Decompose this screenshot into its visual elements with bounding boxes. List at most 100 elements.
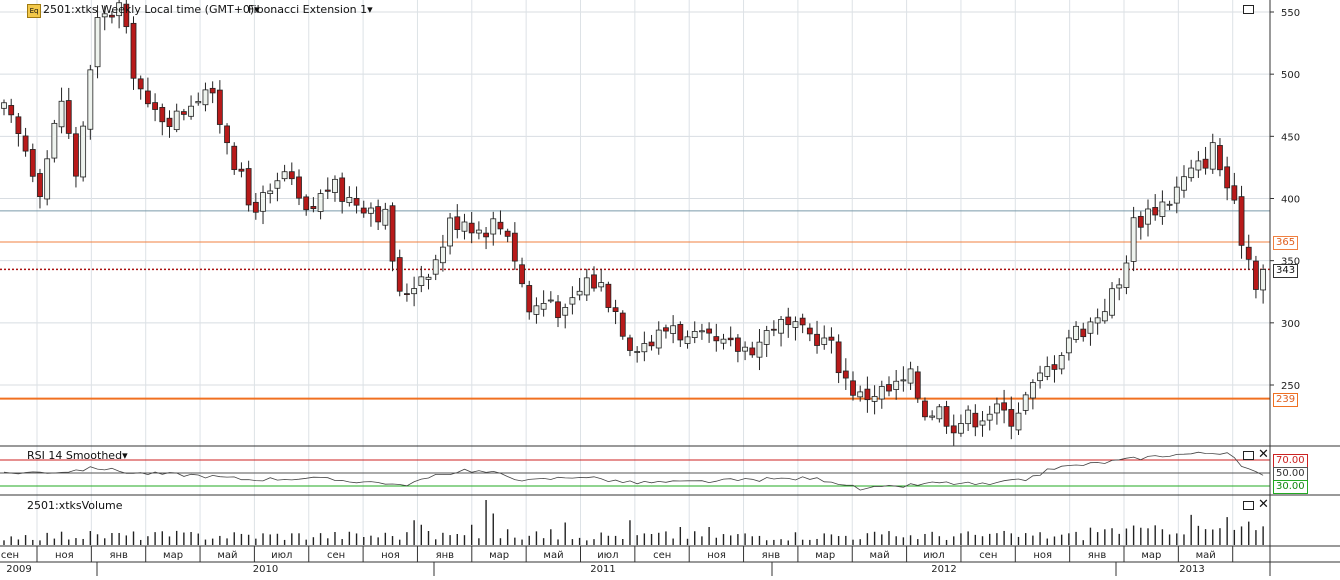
month-label: мар: [815, 550, 835, 561]
candle-body: [252, 201, 259, 213]
close-rsi-pane-icon[interactable]: ✕: [1258, 447, 1269, 462]
candle-body: [404, 293, 410, 296]
candle-body: [526, 285, 533, 313]
candle-body: [663, 327, 669, 332]
candle-body: [288, 171, 295, 180]
candle-body: [806, 327, 813, 335]
candle-body: [101, 13, 108, 18]
candle-body: [310, 206, 317, 210]
candle-body: [15, 116, 22, 135]
candle-body: [929, 415, 936, 418]
candle-body: [511, 232, 518, 262]
rsi-level-badge-70: 70.00: [1273, 454, 1308, 468]
candle-body: [1181, 176, 1187, 191]
candle-body: [94, 17, 101, 68]
candle-body: [468, 222, 475, 234]
close-volume-pane-icon[interactable]: ✕: [1258, 497, 1269, 512]
candle-body: [583, 277, 590, 296]
candle-body: [382, 208, 389, 226]
candle-body: [519, 264, 525, 285]
candle-body: [137, 78, 144, 90]
candle-body: [605, 283, 612, 308]
volume-layer: [3, 500, 1264, 545]
candle-body: [339, 177, 346, 202]
candle-body: [353, 197, 360, 206]
candle-body: [461, 221, 468, 232]
candle-body: [267, 190, 274, 194]
candle-body: [1224, 166, 1231, 189]
month-label: июл: [923, 550, 944, 561]
month-label: май: [1196, 550, 1216, 561]
candle-body: [317, 193, 324, 212]
candle-body: [886, 384, 892, 392]
candle-body: [785, 316, 792, 326]
dropdown-arrow-icon: ▾: [122, 449, 128, 462]
candle-body: [1253, 260, 1259, 290]
candle-body: [1001, 402, 1008, 411]
candle-body: [994, 403, 1000, 414]
study-menu[interactable]: Fibonacci Extension 1▾: [248, 3, 373, 16]
candle-body: [1116, 284, 1123, 289]
symbol-menu[interactable]: 2501:xtks Weekly Local time (GMT+0)▾: [43, 3, 260, 16]
candle-body: [1051, 364, 1058, 370]
candle-body: [1029, 382, 1036, 399]
candle-body: [497, 221, 504, 230]
candle-body: [1260, 269, 1267, 291]
candle-body: [1073, 325, 1079, 340]
candle-body: [699, 330, 705, 333]
candle-body: [173, 110, 180, 131]
candle-body: [641, 343, 648, 353]
candle-body: [483, 232, 489, 238]
candle-body: [598, 282, 605, 288]
candle-body: [821, 337, 828, 345]
candle-body: [202, 89, 209, 106]
candle-body: [447, 217, 453, 247]
maximize-rsi-pane-button[interactable]: [1243, 451, 1254, 460]
level-badge-239: 239: [1273, 393, 1299, 407]
candle-body: [44, 158, 51, 200]
price-tick-label: 300: [1281, 319, 1300, 330]
candle-body: [943, 406, 950, 427]
candle-body: [979, 420, 986, 426]
candle-body: [87, 69, 94, 130]
candle-body: [152, 102, 158, 110]
candle-body: [274, 180, 281, 189]
maximize-main-pane-button[interactable]: [1243, 5, 1254, 14]
candle-body: [562, 307, 569, 316]
candle-body: [260, 192, 266, 212]
candle-body: [80, 125, 87, 178]
candle-body: [411, 288, 418, 295]
candle-body: [1101, 311, 1108, 322]
candle-body: [296, 176, 302, 199]
grid-layer: [0, 0, 1270, 545]
year-label: 2013: [1179, 564, 1204, 575]
candle-body: [144, 90, 151, 105]
candle-body: [1166, 203, 1173, 206]
candle-body: [389, 205, 396, 262]
candle-body: [1238, 196, 1245, 246]
candle-body: [742, 346, 748, 352]
candle-body: [396, 257, 403, 292]
candle-body: [691, 331, 698, 338]
month-label: мар: [1141, 550, 1161, 561]
candle-body: [504, 230, 511, 237]
candle-body: [727, 337, 734, 341]
eq-icon[interactable]: Eq: [27, 4, 41, 18]
candle-body: [1022, 394, 1029, 411]
candle-body: [37, 173, 43, 197]
study-label: Fibonacci Extension 1: [248, 3, 368, 16]
maximize-volume-pane-button[interactable]: [1243, 501, 1254, 510]
candle-body: [799, 317, 806, 326]
candle-body: [857, 391, 864, 398]
candle-body: [871, 396, 878, 402]
candle-body: [914, 371, 921, 399]
month-label: ноя: [55, 550, 74, 561]
candle-body: [720, 338, 727, 344]
rsi-menu[interactable]: RSI 14 Smoothed▾: [27, 449, 128, 462]
year-label: 2012: [931, 564, 956, 575]
rsi-line: [3, 451, 1264, 491]
candle-body: [756, 341, 763, 358]
candle-body: [835, 341, 842, 374]
